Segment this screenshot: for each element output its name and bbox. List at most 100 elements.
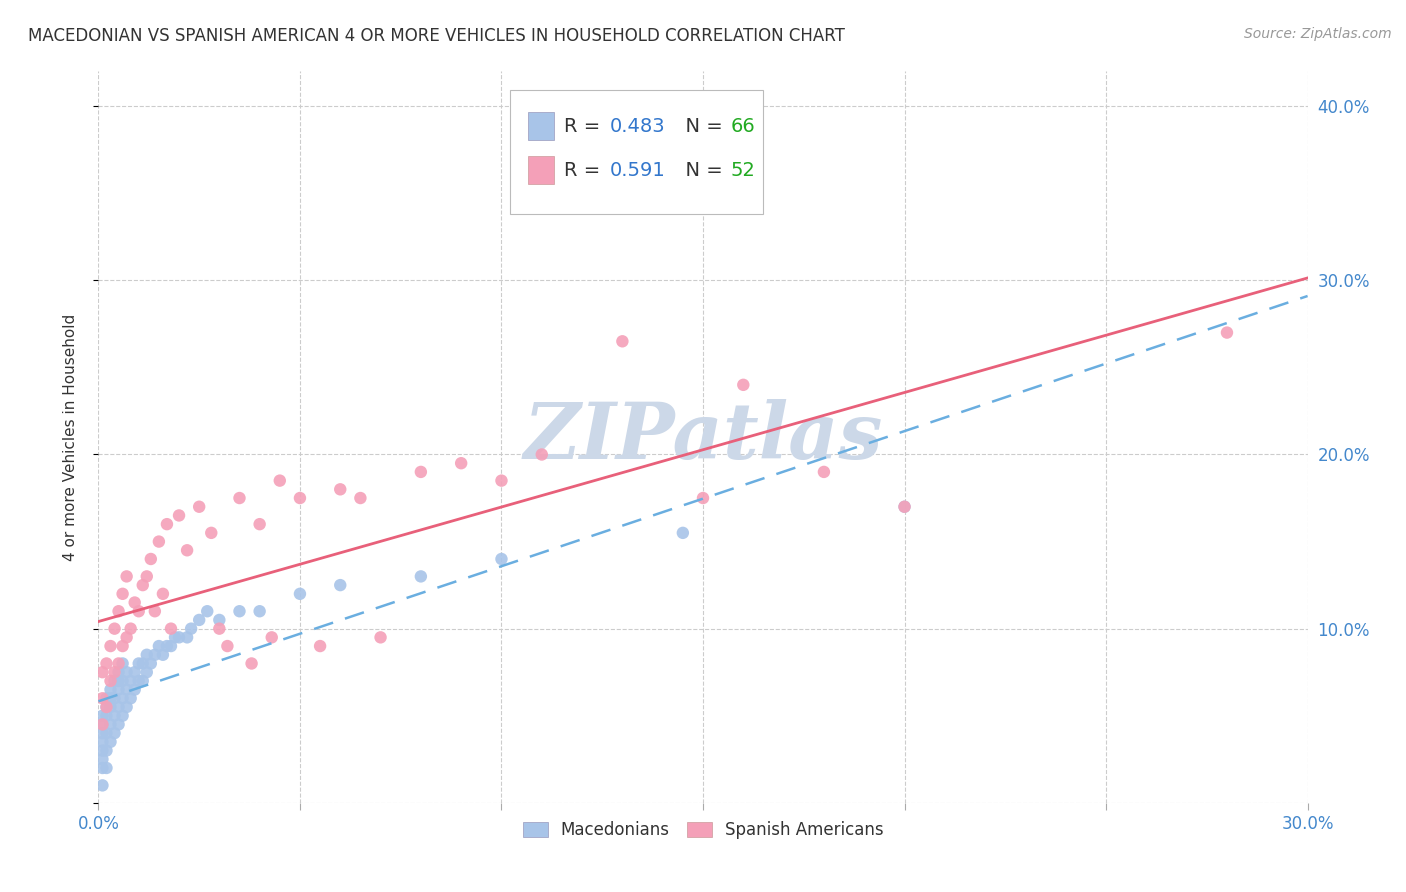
Point <box>107 665 129 680</box>
Point <box>491 552 513 566</box>
FancyBboxPatch shape <box>527 112 554 140</box>
Point <box>188 500 211 514</box>
Point <box>309 639 332 653</box>
Point <box>163 631 186 645</box>
Point <box>139 552 162 566</box>
Point <box>733 377 755 392</box>
Point <box>115 700 138 714</box>
Point <box>91 743 114 757</box>
Point <box>269 474 291 488</box>
Point <box>180 622 202 636</box>
Point <box>107 673 129 688</box>
Point <box>135 648 157 662</box>
Point <box>100 717 122 731</box>
Point <box>1216 326 1239 340</box>
Point <box>156 639 179 653</box>
Point <box>103 726 125 740</box>
Point <box>200 525 222 540</box>
Point <box>176 543 198 558</box>
FancyBboxPatch shape <box>527 156 554 184</box>
Point <box>107 604 129 618</box>
Point <box>329 483 352 497</box>
Point <box>111 587 134 601</box>
Point <box>148 639 170 653</box>
Legend: Macedonians, Spanish Americans: Macedonians, Spanish Americans <box>516 814 890 846</box>
Point <box>96 657 118 671</box>
Point <box>96 700 118 714</box>
Point <box>132 673 155 688</box>
Point <box>692 491 714 505</box>
Point <box>813 465 835 479</box>
Point <box>111 691 134 706</box>
Point <box>111 708 134 723</box>
Point <box>176 631 198 645</box>
Point <box>96 691 118 706</box>
Point <box>409 465 432 479</box>
Point <box>124 682 146 697</box>
Point <box>128 673 150 688</box>
Point <box>491 474 513 488</box>
Point <box>612 334 634 349</box>
Point <box>120 691 142 706</box>
Point <box>167 508 190 523</box>
Point <box>91 717 114 731</box>
Point <box>530 448 553 462</box>
Point <box>148 534 170 549</box>
Point <box>249 517 271 532</box>
Point <box>228 491 250 505</box>
Point <box>217 639 239 653</box>
Point <box>120 622 142 636</box>
Text: 0.591: 0.591 <box>610 161 665 179</box>
Point <box>152 587 174 601</box>
Point <box>100 735 122 749</box>
Point <box>100 639 122 653</box>
Y-axis label: 4 or more Vehicles in Household: 4 or more Vehicles in Household <box>63 313 77 561</box>
Point <box>450 456 472 470</box>
Point <box>100 673 122 688</box>
Point <box>107 717 129 731</box>
Point <box>329 578 352 592</box>
Text: R =: R = <box>564 117 606 136</box>
Point <box>288 491 311 505</box>
Point <box>228 604 250 618</box>
Text: N =: N = <box>672 117 728 136</box>
Point <box>240 657 263 671</box>
Point <box>139 657 162 671</box>
Text: 0.483: 0.483 <box>610 117 665 136</box>
Point <box>103 665 125 680</box>
Point <box>91 778 114 792</box>
Point <box>111 657 134 671</box>
Point <box>91 708 114 723</box>
Point <box>349 491 371 505</box>
Point <box>111 673 134 688</box>
Point <box>91 761 114 775</box>
Point <box>100 682 122 697</box>
Point <box>135 569 157 583</box>
Point <box>135 665 157 680</box>
Text: Source: ZipAtlas.com: Source: ZipAtlas.com <box>1244 27 1392 41</box>
Text: R =: R = <box>564 161 606 179</box>
Point <box>672 525 695 540</box>
Point <box>143 648 166 662</box>
Point <box>124 595 146 609</box>
Point <box>208 622 231 636</box>
Point <box>96 700 118 714</box>
Point <box>370 631 392 645</box>
Text: MACEDONIAN VS SPANISH AMERICAN 4 OR MORE VEHICLES IN HOUSEHOLD CORRELATION CHART: MACEDONIAN VS SPANISH AMERICAN 4 OR MORE… <box>28 27 845 45</box>
Text: 66: 66 <box>731 117 755 136</box>
Point <box>288 587 311 601</box>
Point <box>893 500 915 514</box>
Point <box>260 631 283 645</box>
Point <box>128 657 150 671</box>
Text: N =: N = <box>672 161 728 179</box>
Point <box>160 622 183 636</box>
Point <box>115 569 138 583</box>
Point <box>96 726 118 740</box>
Point <box>195 604 218 618</box>
Point <box>91 735 114 749</box>
Point <box>167 631 190 645</box>
Point <box>100 700 122 714</box>
Point <box>893 500 915 514</box>
Point <box>409 569 432 583</box>
Point <box>132 657 155 671</box>
